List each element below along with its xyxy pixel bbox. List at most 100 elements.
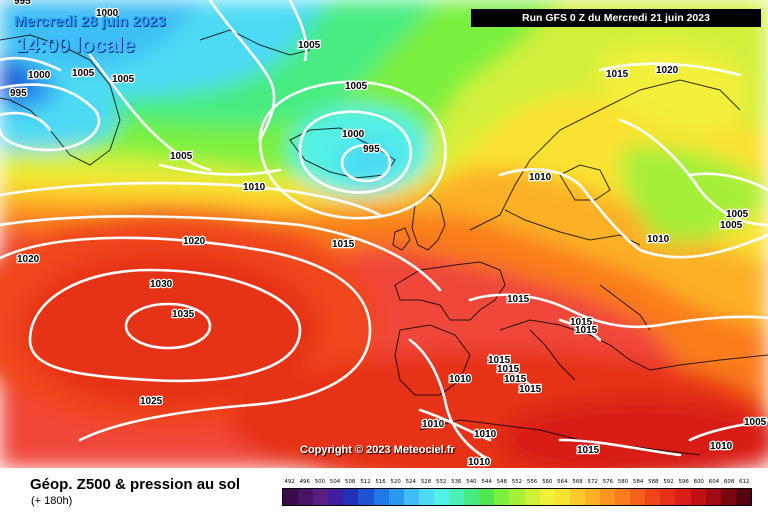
- scale-swatch: [569, 489, 585, 505]
- legend-footer: Géop. Z500 & pression au sol (+ 180h) 49…: [0, 468, 768, 512]
- scale-label: 508: [345, 479, 356, 485]
- scale-label: 528: [420, 479, 432, 485]
- isobar-label: 1025: [140, 396, 163, 407]
- scale-swatch: [283, 489, 299, 505]
- isobar-label: 1020: [17, 254, 40, 265]
- scale-swatch: [645, 489, 661, 505]
- scale-label: 540: [466, 479, 477, 485]
- isobar-label: 1005: [170, 151, 193, 162]
- scale-swatch: [509, 489, 525, 505]
- scale-label: 492: [284, 479, 295, 485]
- scale-label: 612: [739, 479, 750, 485]
- scale-label: 504: [329, 479, 341, 485]
- scale-swatch: [358, 489, 374, 505]
- scale-label: 588: [648, 479, 659, 485]
- legend-subtitle: (+ 180h): [31, 495, 73, 507]
- isobar-label: 1010: [243, 182, 266, 193]
- scale-label: 496: [299, 479, 310, 485]
- isobar-label: 1005: [72, 68, 95, 79]
- scale-label: 560: [542, 479, 553, 485]
- isobar-label: 1015: [504, 374, 527, 385]
- scale-label: 596: [678, 479, 689, 485]
- scale-label: 512: [360, 479, 371, 485]
- scale-label: 608: [723, 479, 735, 485]
- isobar-label: 1005: [744, 417, 767, 428]
- isobar-label: 995: [14, 0, 31, 7]
- isobar-label: 1005: [112, 74, 135, 85]
- isobar-label: 1010: [474, 429, 497, 440]
- legend-title: Géop. Z500 & pression au sol: [30, 476, 241, 493]
- isobar-label: 1000: [342, 129, 365, 140]
- scale-swatch: [630, 489, 646, 505]
- isobar-label: 1015: [507, 294, 530, 305]
- isobar-label: 1035: [172, 309, 195, 320]
- isobar-label: 1020: [183, 236, 206, 247]
- pressure-map: 1000 995 1005 1005 1005 1005 1000 995 10…: [0, 0, 768, 468]
- isobar-label: 1005: [298, 40, 321, 51]
- scale-swatch: [449, 489, 465, 505]
- scale-swatch: [705, 489, 721, 505]
- isobar-label: 1000: [28, 70, 51, 81]
- forecast-date: Mercredi 28 juin 2023: [14, 13, 166, 30]
- scale-swatch: [418, 489, 434, 505]
- scale-label: 604: [708, 479, 720, 485]
- scale-label: 500: [314, 479, 326, 485]
- isobar-label: 1010: [422, 419, 445, 430]
- isobar-label: 1000: [96, 8, 119, 19]
- scale-swatch: [373, 489, 389, 505]
- scale-label: 572: [587, 479, 598, 485]
- isobar-label: 1010: [449, 374, 472, 385]
- scale-swatch: [403, 489, 419, 505]
- scale-swatch: [494, 489, 510, 505]
- scale-label: 524: [405, 479, 416, 485]
- scale-swatch: [660, 489, 676, 505]
- scale-label: 552: [511, 479, 523, 485]
- isobar-label: 1010: [647, 234, 670, 245]
- isobar-label: 1005: [345, 81, 368, 92]
- isobar-label: 1015: [497, 364, 520, 375]
- isobar-label: 1015: [488, 355, 511, 366]
- scale-swatch: [298, 489, 314, 505]
- isobar-label: 1015: [606, 69, 629, 80]
- scale-label: 516: [375, 479, 386, 485]
- isobar-label: 1010: [529, 172, 552, 183]
- scale-swatch: [313, 489, 329, 505]
- scale-swatch: [388, 489, 404, 505]
- scale-swatch: [464, 489, 480, 505]
- color-scale: 492 496 500 504 508 512 516 520 524 528 532 536 540 5…: [282, 479, 752, 506]
- scale-label: 536: [451, 479, 462, 485]
- scale-swatch: [554, 489, 570, 505]
- isobar-label: 995: [10, 88, 27, 99]
- isobar-label: 995: [363, 144, 380, 155]
- model-run-banner: Run GFS 0 Z du Mercredi 21 juin 2023: [471, 9, 761, 27]
- scale-label: 544: [481, 479, 492, 485]
- forecast-time: 14:00 locale: [16, 34, 136, 57]
- scale-label: 548: [496, 479, 507, 485]
- isobars: [0, 0, 768, 460]
- scale-swatch: [615, 489, 631, 505]
- scale-label: 556: [526, 479, 538, 485]
- isobar-labels: 1000 995 1005 1005 1005 1005 1000 995 10…: [9, 0, 768, 468]
- scale-swatch: [675, 489, 691, 505]
- scale-swatch: [599, 489, 616, 505]
- scale-label: 576: [602, 479, 613, 485]
- isobar-label: 1005: [726, 209, 749, 220]
- scale-swatch: [735, 489, 751, 505]
- isobar-label: 1020: [656, 65, 679, 76]
- isobar-label: 1010: [710, 441, 733, 452]
- scale-swatch: [433, 489, 450, 505]
- isobar-label: 1030: [150, 279, 173, 290]
- scale-swatch: [584, 489, 600, 505]
- isobar-label: 1015: [570, 317, 593, 328]
- scale-label: 568: [572, 479, 583, 485]
- scale-label: 564: [557, 479, 568, 485]
- scale-label: 520: [390, 479, 401, 485]
- coastlines: [0, 29, 768, 456]
- scale-label: 592: [663, 479, 674, 485]
- scale-label: 532: [435, 479, 447, 485]
- scale-label: 600: [693, 479, 704, 485]
- scale-swatch: [343, 489, 359, 505]
- isobar-label: 1005: [720, 220, 743, 231]
- scale-swatch: [539, 489, 555, 505]
